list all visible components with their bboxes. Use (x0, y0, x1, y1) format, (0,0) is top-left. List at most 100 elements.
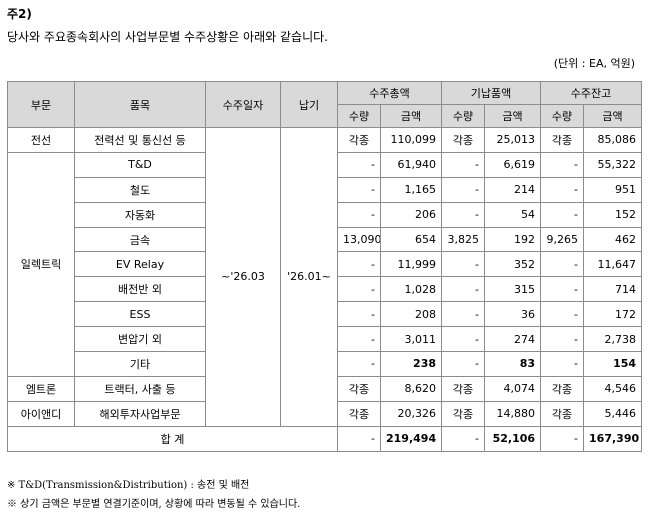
header-delivery: 납기 (280, 81, 338, 128)
backlog-amount-cell: 154 (583, 351, 643, 377)
footnotes: ※ T&D(Transmission&Distribution) : 송전 및 … (7, 476, 300, 514)
delivered-qty-cell: - (441, 151, 486, 178)
table-row: 금속 13,090 654 3,825 192 9,265 462 (8, 226, 643, 253)
table-row: 일렉트릭 T&D - 61,940 - 6,619 - 55,322 (7, 151, 643, 377)
delivered-amount-cell: 54 (484, 201, 542, 228)
product-cell: T&D (74, 151, 206, 178)
header-row-2: 수량 금액 수량 금액 수량 금액 (8, 104, 643, 128)
backlog-qty-cell: 각종 (540, 375, 585, 402)
backlog-amount-cell: 462 (583, 226, 643, 253)
order-qty-cell: - (337, 176, 381, 203)
backlog-qty-cell: - (540, 276, 585, 303)
backlog-qty-cell: - (540, 201, 585, 228)
table-row: 기타 - 238 - 83 - 154 (8, 351, 643, 377)
product-cell: 기타 (74, 351, 206, 377)
product-cell: EV Relay (74, 251, 206, 278)
order-amount-cell: 20,326 (379, 400, 443, 427)
segment-cell: 아이앤디 (7, 400, 75, 427)
delivered-amount-cell: 214 (484, 176, 542, 203)
order-amount-cell: 1,165 (379, 176, 443, 203)
delivered-qty-cell: - (441, 176, 486, 203)
delivered-amount-cell: 352 (484, 251, 542, 278)
total-row: 합 계 - 219,494 - 52,106 - 167,390 (7, 425, 643, 452)
product-cell: 배전반 외 (74, 276, 206, 303)
product-cell: 변압기 외 (74, 326, 206, 353)
backlog-amount-cell: 951 (583, 176, 643, 203)
order-qty-cell: - (337, 301, 381, 328)
delivered-qty-cell: - (441, 301, 486, 328)
backlog-qty-cell: - (540, 326, 585, 353)
product-cell: 철도 (74, 176, 206, 203)
backlog-qty-cell: 9,265 (540, 226, 585, 253)
backlog-amount-cell: 152 (583, 201, 643, 228)
backlog-amount-cell: 4,546 (583, 375, 643, 402)
order-amount-cell: 238 (379, 351, 443, 377)
total-order-qty: - (337, 425, 381, 452)
footnote: ※ 상기 금액은 부문별 연결기준이며, 상황에 따라 변동될 수 있습니다. (7, 499, 301, 510)
backlog-qty-cell: - (540, 176, 585, 203)
order-amount-cell: 654 (379, 226, 443, 253)
delivered-amount-cell: 4,074 (484, 375, 542, 402)
intro-text: 당사와 주요종속회사의 사업부문별 수주상황은 아래와 같습니다. (7, 30, 328, 44)
total-delivered-qty: - (441, 425, 486, 452)
backlog-amount-cell: 5,446 (583, 400, 643, 427)
order-date-cell: ~'26.03 (205, 127, 281, 427)
delivered-qty-cell: - (441, 276, 486, 303)
delivered-amount-cell: 192 (484, 226, 542, 253)
header-amount: 금액 (484, 104, 542, 128)
order-amount-cell: 11,999 (379, 251, 443, 278)
order-qty-cell: - (337, 276, 381, 303)
delivered-amount-cell: 25,013 (484, 127, 542, 153)
total-label: 합 계 (7, 425, 338, 452)
backlog-qty-cell: - (540, 301, 585, 328)
order-amount-cell: 3,011 (379, 326, 443, 353)
segment-cell: 일렉트릭 (7, 151, 75, 377)
backlog-amount-cell: 714 (583, 276, 643, 303)
order-qty-cell: 13,090 (337, 226, 381, 253)
segment-cell: 전선 (7, 127, 75, 153)
order-qty-cell: 각종 (337, 400, 381, 427)
backlog-amount-cell: 2,738 (583, 326, 643, 353)
total-backlog-qty: - (540, 425, 585, 452)
total-backlog-amount: 167,390 (583, 425, 643, 452)
delivered-qty-cell: - (441, 251, 486, 278)
table-row: 배전반 외 - 1,028 - 315 - 714 (8, 276, 643, 303)
header-order-total: 수주총액 (336, 81, 443, 105)
table-row: 변압기 외 - 3,011 - 274 - 2,738 (8, 326, 643, 353)
order-qty-cell: - (337, 326, 381, 353)
header-qty: 수량 (441, 104, 486, 128)
order-qty-cell: - (337, 351, 381, 377)
table-row: ESS - 208 - 36 - 172 (8, 301, 643, 328)
backlog-amount-cell: 172 (583, 301, 643, 328)
backlog-amount-cell: 55,322 (583, 151, 643, 178)
order-qty-cell: 각종 (337, 375, 381, 402)
header-row-1: 부문 품목 수주일자 납기 수주총액 기납품액 수주잔고 (7, 81, 643, 128)
header-amount: 금액 (379, 104, 443, 128)
backlog-amount-cell: 85,086 (583, 127, 643, 153)
backlog-qty-cell: - (540, 251, 585, 278)
total-order-amount: 219,494 (379, 425, 443, 452)
delivered-qty-cell: - (441, 326, 486, 353)
order-status-table: 부문 품목 수주일자 납기 수주총액 기납품액 수주잔고 수량 금액 수량 금액… (7, 81, 643, 452)
delivered-amount-cell: 83 (484, 351, 542, 377)
order-amount-cell: 8,620 (379, 375, 443, 402)
order-qty-cell: - (337, 151, 381, 178)
note-heading: 주2) (7, 7, 32, 21)
backlog-qty-cell: 각종 (540, 127, 585, 153)
delivered-qty-cell: 각종 (441, 400, 486, 427)
header-qty: 수량 (337, 104, 381, 128)
header-order-date: 수주일자 (205, 81, 281, 128)
delivered-qty-cell: 각종 (441, 127, 486, 153)
header-amount: 금액 (583, 104, 643, 128)
order-amount-cell: 206 (379, 201, 443, 228)
footnote: ※ T&D(Transmission&Distribution) : 송전 및 … (7, 480, 250, 491)
order-amount-cell: 110,099 (379, 127, 443, 153)
total-delivered-amount: 52,106 (484, 425, 542, 452)
segment-cell: 엠트론 (7, 375, 75, 402)
table-row: 전선 전력선 및 통신선 등 ~'26.03 '26.01~ 각종 110,09… (7, 127, 643, 427)
delivered-qty-cell: 3,825 (441, 226, 486, 253)
backlog-qty-cell: - (540, 351, 585, 377)
delivered-qty-cell: 각종 (441, 375, 486, 402)
header-backlog: 수주잔고 (540, 81, 643, 105)
